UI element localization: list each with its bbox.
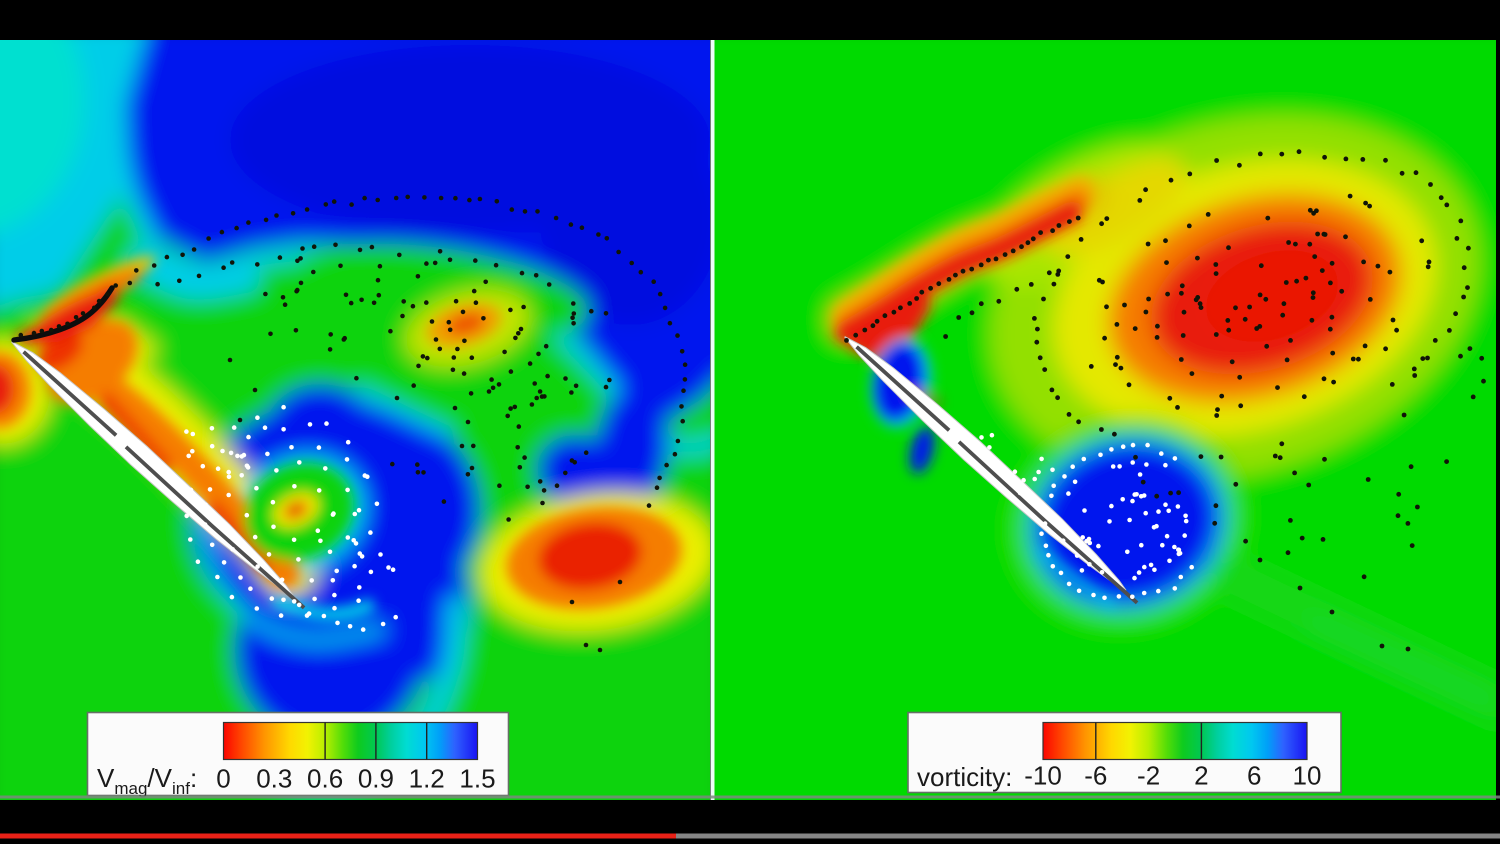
svg-text:10: 10	[1293, 761, 1322, 791]
svg-text:vorticity:: vorticity:	[917, 762, 1012, 792]
svg-text:-10: -10	[1024, 761, 1062, 791]
svg-text:1.5: 1.5	[459, 764, 495, 794]
svg-text:0.9: 0.9	[358, 764, 394, 794]
svg-text:0.3: 0.3	[256, 764, 292, 794]
svg-text:1.2: 1.2	[409, 764, 445, 794]
svg-text:0.6: 0.6	[307, 764, 343, 794]
svg-text:-2: -2	[1137, 761, 1160, 791]
svg-text:6: 6	[1247, 761, 1261, 791]
svg-text:0: 0	[216, 764, 230, 794]
svg-text:-6: -6	[1084, 761, 1107, 791]
svg-text:2: 2	[1194, 761, 1208, 791]
svg-text:Vmag/Vinf:: Vmag/Vinf:	[97, 763, 197, 798]
